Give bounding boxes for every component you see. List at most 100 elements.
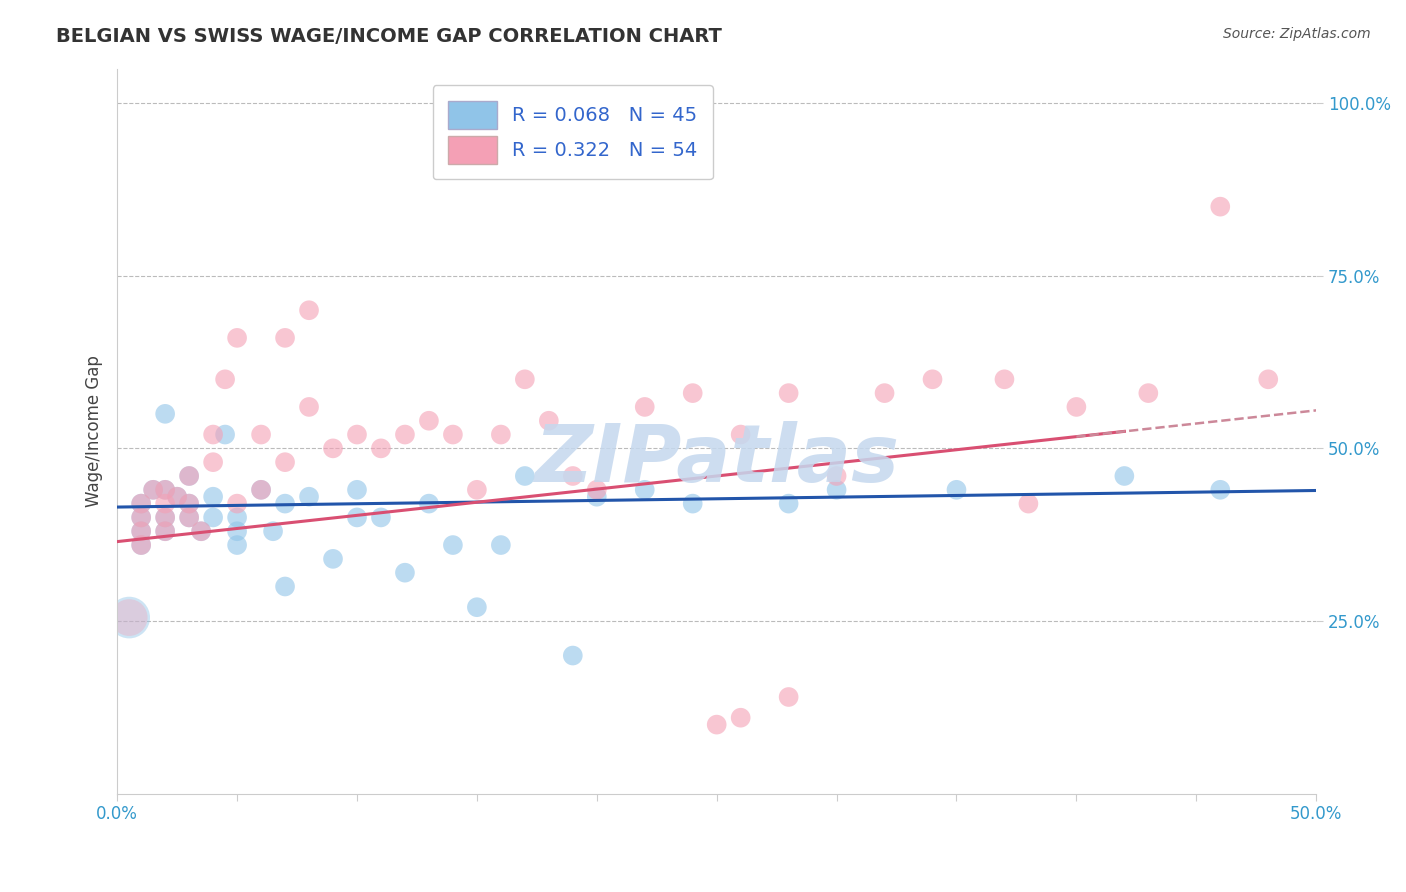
Point xyxy=(394,427,416,442)
Point xyxy=(322,552,344,566)
Point xyxy=(298,400,321,414)
Point xyxy=(202,455,225,469)
Point xyxy=(153,510,176,524)
Point xyxy=(778,386,800,401)
Point xyxy=(993,372,1015,386)
Text: BELGIAN VS SWISS WAGE/INCOME GAP CORRELATION CHART: BELGIAN VS SWISS WAGE/INCOME GAP CORRELA… xyxy=(56,27,723,45)
Point xyxy=(370,510,392,524)
Point xyxy=(465,483,488,497)
Point xyxy=(129,510,152,524)
Point xyxy=(513,372,536,386)
Point xyxy=(921,372,943,386)
Point xyxy=(214,372,236,386)
Point xyxy=(153,497,176,511)
Point xyxy=(1209,483,1232,497)
Y-axis label: Wage/Income Gap: Wage/Income Gap xyxy=(86,355,103,507)
Point xyxy=(153,483,176,497)
Point xyxy=(250,427,273,442)
Point xyxy=(250,483,273,497)
Point xyxy=(825,469,848,483)
Point xyxy=(585,490,607,504)
Point xyxy=(202,490,225,504)
Point xyxy=(778,497,800,511)
Text: ZIPatlas: ZIPatlas xyxy=(534,421,900,500)
Point xyxy=(465,600,488,615)
Point xyxy=(346,427,368,442)
Point xyxy=(179,510,201,524)
Point xyxy=(441,427,464,442)
Point xyxy=(226,538,249,552)
Point xyxy=(250,483,273,497)
Point xyxy=(226,510,249,524)
Point xyxy=(274,455,297,469)
Point xyxy=(634,400,657,414)
Point xyxy=(190,524,212,539)
Point xyxy=(129,524,152,539)
Point xyxy=(441,538,464,552)
Point xyxy=(1066,400,1088,414)
Point xyxy=(118,610,141,624)
Point xyxy=(226,497,249,511)
Point xyxy=(129,497,152,511)
Point xyxy=(873,386,896,401)
Point xyxy=(585,483,607,497)
Point xyxy=(825,483,848,497)
Point xyxy=(202,427,225,442)
Point xyxy=(1114,469,1136,483)
Point xyxy=(274,331,297,345)
Point xyxy=(262,524,284,539)
Point xyxy=(778,690,800,704)
Point xyxy=(274,497,297,511)
Point xyxy=(634,483,657,497)
Point xyxy=(370,442,392,456)
Point xyxy=(1017,497,1039,511)
Point xyxy=(346,510,368,524)
Point xyxy=(179,497,201,511)
Point xyxy=(346,483,368,497)
Point xyxy=(190,524,212,539)
Point xyxy=(561,469,583,483)
Point xyxy=(166,490,188,504)
Point xyxy=(129,538,152,552)
Point xyxy=(179,469,201,483)
Point xyxy=(153,524,176,539)
Point xyxy=(682,497,704,511)
Point xyxy=(298,490,321,504)
Point xyxy=(1137,386,1160,401)
Point xyxy=(298,303,321,318)
Point xyxy=(166,490,188,504)
Point xyxy=(1209,200,1232,214)
Text: Source: ZipAtlas.com: Source: ZipAtlas.com xyxy=(1223,27,1371,41)
Point xyxy=(142,483,165,497)
Point xyxy=(214,427,236,442)
Point xyxy=(226,524,249,539)
Point xyxy=(274,579,297,593)
Point xyxy=(730,711,752,725)
Point xyxy=(418,414,440,428)
Point xyxy=(418,497,440,511)
Point xyxy=(129,497,152,511)
Point xyxy=(142,483,165,497)
Point xyxy=(153,407,176,421)
Point xyxy=(706,717,728,731)
Point xyxy=(153,483,176,497)
Point xyxy=(945,483,967,497)
Point xyxy=(118,610,141,624)
Point xyxy=(322,442,344,456)
Legend: R = 0.068   N = 45, R = 0.322   N = 54: R = 0.068 N = 45, R = 0.322 N = 54 xyxy=(433,86,713,179)
Point xyxy=(394,566,416,580)
Point xyxy=(513,469,536,483)
Point xyxy=(1257,372,1279,386)
Point xyxy=(179,497,201,511)
Point xyxy=(682,386,704,401)
Point xyxy=(179,510,201,524)
Point xyxy=(226,331,249,345)
Point xyxy=(129,510,152,524)
Point xyxy=(179,469,201,483)
Point xyxy=(537,414,560,428)
Point xyxy=(129,538,152,552)
Point xyxy=(153,524,176,539)
Point xyxy=(489,538,512,552)
Point xyxy=(153,510,176,524)
Point xyxy=(202,510,225,524)
